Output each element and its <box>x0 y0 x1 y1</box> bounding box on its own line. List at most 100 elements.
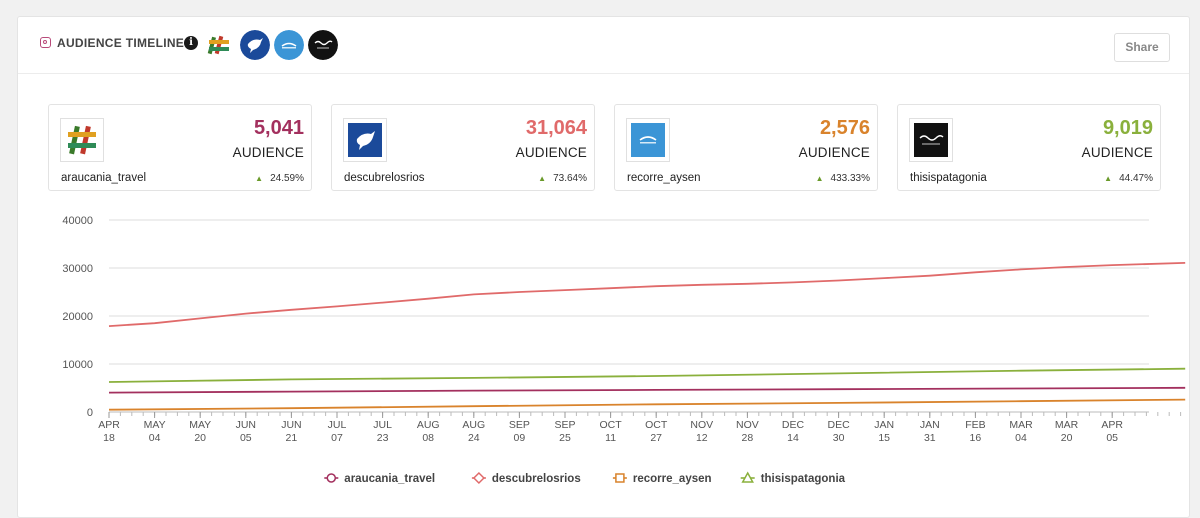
up-arrow-icon: ▲ <box>538 174 547 183</box>
x-tick-label-day: 27 <box>650 432 662 444</box>
x-tick-label-month: MAY <box>144 419 166 431</box>
x-tick-label-month: MAY <box>189 419 211 431</box>
up-arrow-icon: ▲ <box>815 174 824 183</box>
bird-logo-icon <box>240 30 270 60</box>
info-icon[interactable]: i <box>184 36 198 50</box>
x-tick-label-month: MAR <box>1009 419 1033 431</box>
patagonia-logo-icon <box>308 30 338 60</box>
x-tick-label-month: JAN <box>874 419 894 431</box>
audience-count: 9,019 <box>1102 117 1153 139</box>
y-tick-label: 40000 <box>62 215 93 227</box>
bird-logo-icon <box>343 118 387 162</box>
x-tick-label-day: 07 <box>331 432 343 444</box>
x-tick-label-month: JUN <box>236 419 256 431</box>
x-tick-label-month: APR <box>1101 419 1123 431</box>
series-line-araucania_travel <box>108 386 1186 394</box>
thisispatagonia-avatar[interactable] <box>308 30 338 60</box>
audience-change: ▲ 73.64% <box>538 173 587 184</box>
x-tick-label-day: 24 <box>468 432 480 444</box>
audience-label: AUDIENCE <box>798 145 870 160</box>
y-tick-label: 30000 <box>62 263 93 275</box>
patagonia-logo-icon <box>909 118 953 162</box>
audience-count: 2,576 <box>819 117 870 139</box>
x-tick-label-month: JUL <box>373 419 392 431</box>
panel-title: AUDIENCE TIMELINE <box>57 36 185 50</box>
up-arrow-icon: ▲ <box>1104 174 1113 183</box>
x-tick-label-month: AUG <box>417 419 440 431</box>
x-tick-label-day: 09 <box>514 432 526 444</box>
x-tick-label-month: SEP <box>509 419 530 431</box>
x-tick-label-day: 11 <box>605 432 616 444</box>
x-tick-label-day: 04 <box>1015 432 1027 444</box>
x-tick-label-day: 14 <box>787 432 799 444</box>
y-tick-label: 10000 <box>62 359 93 371</box>
legend-label: recorre_aysen <box>633 473 712 485</box>
legend-label: thisispatagonia <box>761 473 846 485</box>
legend-marker-diamond <box>472 471 485 485</box>
account-handle: araucania_travel <box>61 172 147 184</box>
account-handle: thisispatagonia <box>910 172 987 184</box>
x-tick-label-day: 08 <box>422 432 434 444</box>
x-tick-label-month: DEC <box>828 419 851 431</box>
x-tick-label-month: SEP <box>554 419 575 431</box>
x-tick-label-month: JUL <box>328 419 347 431</box>
account-handle: descubrelosrios <box>344 172 425 184</box>
x-tick-label-month: APR <box>98 419 120 431</box>
audience-label: AUDIENCE <box>232 145 304 160</box>
aysen-logo-icon <box>626 118 670 162</box>
legend-label: araucania_travel <box>344 473 435 485</box>
y-tick-label: 20000 <box>62 311 93 323</box>
x-tick-label-month: DEC <box>782 419 805 431</box>
x-tick-label-day: 18 <box>103 432 115 444</box>
legend-label: descubrelosrios <box>492 473 581 485</box>
series-line-thisispatagonia <box>108 367 1186 383</box>
descubrelosrios-avatar[interactable] <box>240 30 270 60</box>
account-card-recorre-aysen[interactable]: 2,576 AUDIENCE recorre_aysen ▲ 433.33% <box>614 104 878 191</box>
series-line-descubrelosrios <box>108 262 1186 327</box>
x-tick-label-month: OCT <box>645 419 668 431</box>
x-tick-label-day: 30 <box>833 432 845 444</box>
araucania-logo-icon <box>204 30 234 60</box>
x-tick-label-day: 20 <box>194 432 206 444</box>
x-tick-label-day: 31 <box>924 432 936 444</box>
account-card-descubrelosrios[interactable]: 31,064 AUDIENCE descubrelosrios ▲ 73.64% <box>331 104 595 191</box>
x-tick-label-month: NOV <box>736 419 759 431</box>
araucania-avatar[interactable] <box>204 30 234 60</box>
x-tick-label-month: AUG <box>462 419 485 431</box>
audience-count: 31,064 <box>525 117 587 139</box>
x-tick-label-day: 04 <box>149 432 161 444</box>
account-card-araucania[interactable]: 5,041 AUDIENCE araucania_travel ▲ 24.59% <box>48 104 312 191</box>
x-tick-label-month: JUN <box>281 419 301 431</box>
share-button[interactable]: Share <box>1114 33 1170 62</box>
x-tick-label-month: OCT <box>600 419 623 431</box>
audience-label: AUDIENCE <box>515 145 587 160</box>
x-tick-label-day: 15 <box>878 432 890 444</box>
account-handle: recorre_aysen <box>627 172 701 184</box>
x-tick-label-day: 12 <box>696 432 708 444</box>
x-tick-label-day: 23 <box>377 432 389 444</box>
x-tick-label-day: 05 <box>1106 432 1118 444</box>
audience-change: ▲ 44.47% <box>1104 173 1153 184</box>
legend-marker-square <box>615 473 625 483</box>
audience-count: 5,041 <box>253 117 304 139</box>
x-tick-label-day: 05 <box>240 432 252 444</box>
x-tick-label-month: MAR <box>1055 419 1079 431</box>
legend-marker-triangle <box>741 471 754 483</box>
up-arrow-icon: ▲ <box>255 174 264 183</box>
y-tick-label: 0 <box>87 407 93 419</box>
x-tick-label-day: 21 <box>286 432 298 444</box>
aysen-logo-icon <box>274 30 304 60</box>
x-tick-label-day: 25 <box>559 432 571 444</box>
recorre-aysen-avatar[interactable] <box>274 30 304 60</box>
series-line-recorre_aysen <box>108 398 1186 411</box>
audience-change: ▲ 24.59% <box>255 173 304 184</box>
x-tick-label-month: NOV <box>690 419 713 431</box>
panel-header: AUDIENCE TIMELINE i <box>18 17 1189 74</box>
x-tick-label-day: 28 <box>742 432 754 444</box>
audience-change: ▲ 433.33% <box>815 173 870 184</box>
account-card-thisispatagonia[interactable]: 9,019 AUDIENCE thisispatagonia ▲ 44.47% <box>897 104 1161 191</box>
audience-timeline-panel: AUDIENCE TIMELINE i <box>17 16 1190 518</box>
x-tick-label-day: 16 <box>970 432 982 444</box>
audience-label: AUDIENCE <box>1081 145 1153 160</box>
x-tick-label-day: 20 <box>1061 432 1073 444</box>
